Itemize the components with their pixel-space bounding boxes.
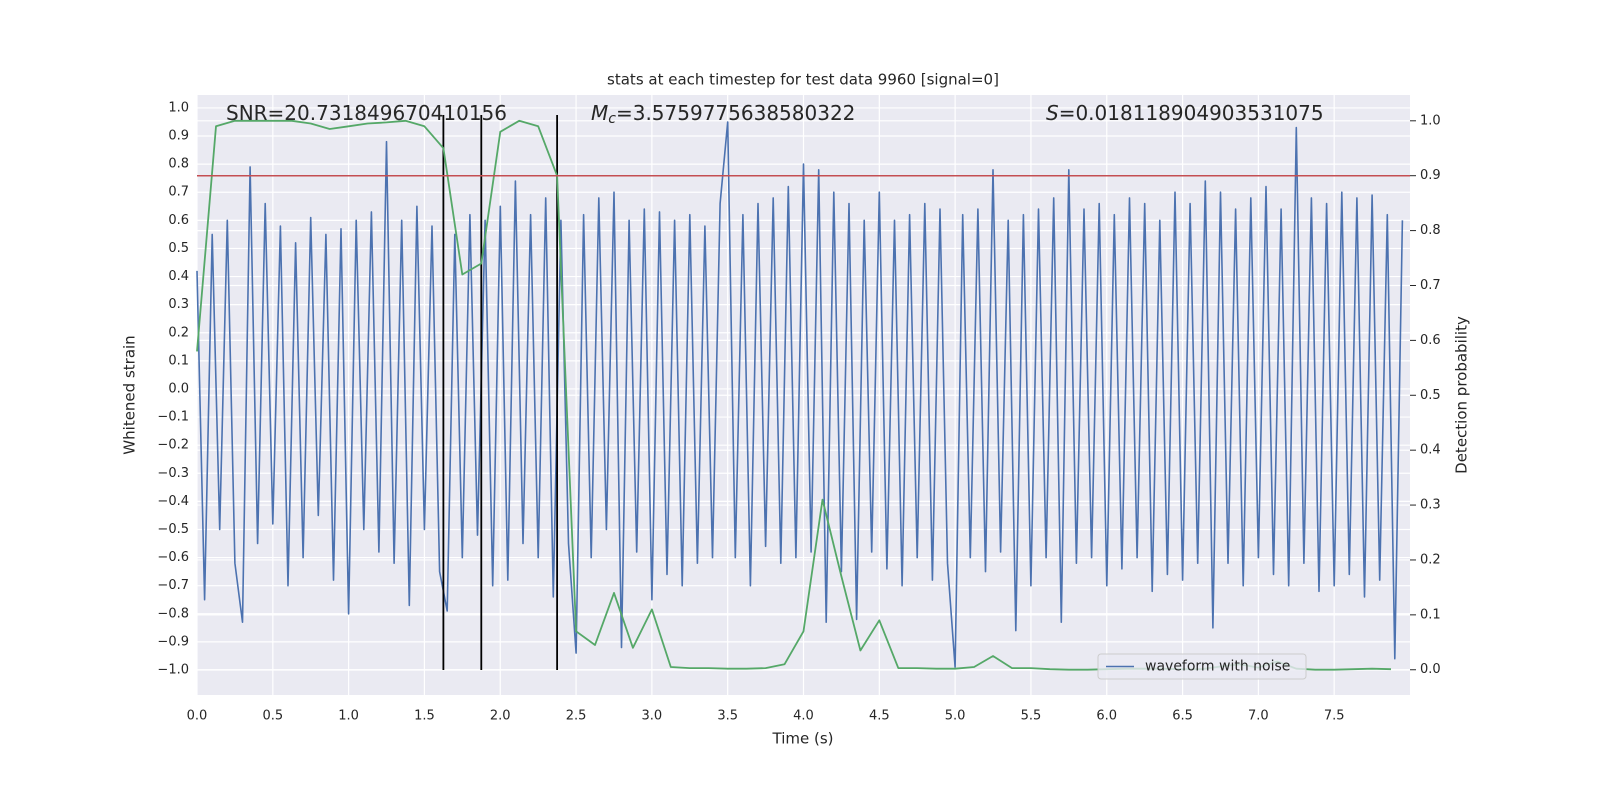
y-tick-label: 0.6 xyxy=(168,213,189,228)
y-tick-label: 0.8 xyxy=(168,157,189,172)
y2-tick-label: 0.7 xyxy=(1420,278,1441,293)
y2-tick-label: 1.0 xyxy=(1420,113,1441,128)
x-tick-label: 7.5 xyxy=(1324,709,1345,724)
annotation-subscript: c xyxy=(608,111,616,127)
y-tick-label: −0.4 xyxy=(157,494,189,509)
y2-tick-label: 0.2 xyxy=(1420,552,1441,567)
y2-tick-label: 0.0 xyxy=(1420,662,1441,677)
x-tick-label: 5.5 xyxy=(1021,709,1042,724)
y-tick-label: 0.3 xyxy=(168,297,189,312)
legend-box xyxy=(1097,653,1307,680)
y2-tick-label: 0.9 xyxy=(1420,168,1441,183)
y-tick-label: −0.8 xyxy=(157,606,189,621)
x-tick-label: 7.0 xyxy=(1248,709,1269,724)
y-tick-label: 0.5 xyxy=(168,241,189,256)
y-tick-label: 0.7 xyxy=(168,185,189,200)
x-tick-label: 6.0 xyxy=(1096,709,1117,724)
x-axis-label: Time (s) xyxy=(772,730,834,748)
x-tick-label: 6.5 xyxy=(1172,709,1193,724)
annotation: SNR=20.731849670410156 xyxy=(226,101,507,125)
y-tick-label: −0.1 xyxy=(157,410,189,425)
y-tick-label: −0.9 xyxy=(157,634,189,649)
x-tick-label: 3.0 xyxy=(642,709,663,724)
y-tick-label: 0.0 xyxy=(168,381,189,396)
y-tick-label: −0.5 xyxy=(157,522,189,537)
y2-tick-label: 0.3 xyxy=(1420,498,1441,513)
y2-tick-label: 0.1 xyxy=(1420,607,1441,622)
annotation: S=0.018118904903531075 xyxy=(1046,101,1324,125)
y-tick-label: 0.1 xyxy=(168,353,189,368)
x-tick-label: 5.0 xyxy=(945,709,966,724)
annotation-text: =3.5759775638580322 xyxy=(616,101,855,125)
x-tick-label: 2.5 xyxy=(566,709,587,724)
y-tick-label: 0.9 xyxy=(168,129,189,144)
x-tick-label: 1.0 xyxy=(338,709,359,724)
y-tick-label: 0.2 xyxy=(168,325,189,340)
x-tick-label: 4.5 xyxy=(869,709,890,724)
x-tick-label: 3.5 xyxy=(717,709,738,724)
y2-axis-label: Detection probability xyxy=(1453,316,1471,474)
y2-tick-label: 0.8 xyxy=(1420,223,1441,238)
x-tick-label: 0.0 xyxy=(187,709,208,724)
x-tick-label: 4.0 xyxy=(793,709,814,724)
x-tick-label: 0.5 xyxy=(262,709,283,724)
y2-tick-label: 0.4 xyxy=(1420,443,1441,458)
y-tick-label: −0.2 xyxy=(157,438,189,453)
x-tick-label: 2.0 xyxy=(490,709,511,724)
y-tick-label: 0.4 xyxy=(168,269,189,284)
annotation-text: SNR=20.731849670410156 xyxy=(226,101,507,125)
annotation: Mc=3.5759775638580322 xyxy=(591,101,855,128)
annotation-symbol: M xyxy=(591,101,608,125)
y2-tick-label: 0.6 xyxy=(1420,333,1441,348)
y2-tick-label: 0.5 xyxy=(1420,388,1441,403)
chart-title: stats at each timestep for test data 996… xyxy=(607,71,999,89)
y-tick-label: −0.3 xyxy=(157,466,189,481)
series-line xyxy=(196,121,1404,669)
y-axis-label: Whitened strain xyxy=(121,335,139,454)
y-tick-label: −0.6 xyxy=(157,550,189,565)
annotation-symbol: S xyxy=(1046,101,1059,125)
x-tick-label: 1.5 xyxy=(414,709,435,724)
annotation-text: =0.018118904903531075 xyxy=(1059,101,1324,125)
y-tick-label: −1.0 xyxy=(157,662,189,677)
y-tick-label: 1.0 xyxy=(168,100,189,115)
y-tick-label: −0.7 xyxy=(157,578,189,593)
legend-label: waveform with noise xyxy=(1145,659,1290,675)
